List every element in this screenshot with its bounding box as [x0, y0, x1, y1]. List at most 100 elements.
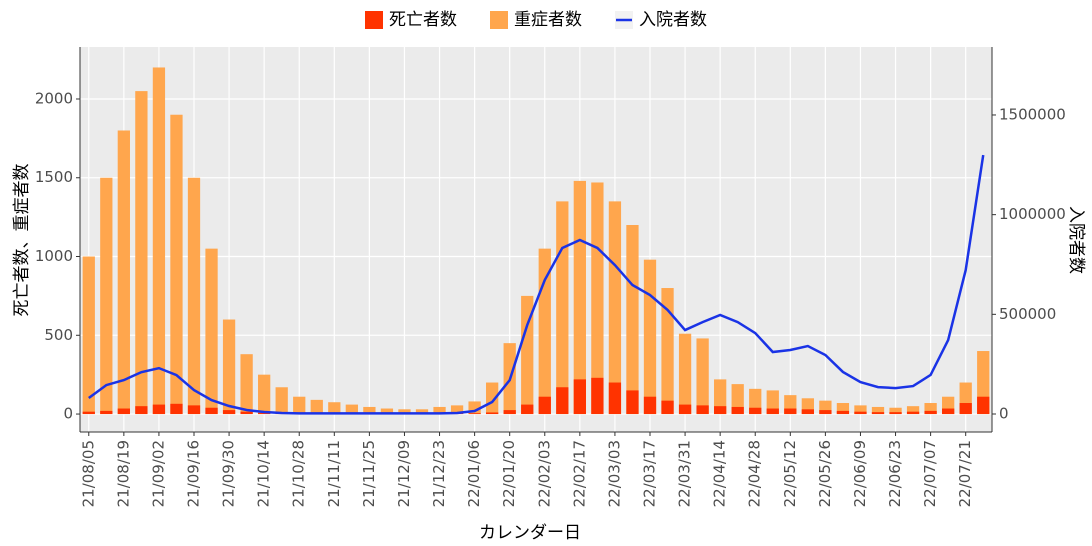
x-tick-label: 22/05/26 — [816, 440, 834, 507]
x-tick-label: 22/07/21 — [956, 440, 974, 507]
bar — [573, 180, 586, 415]
bar — [626, 225, 639, 415]
bar — [854, 405, 867, 415]
bar — [135, 406, 148, 415]
x-tick-label: 21/09/30 — [220, 440, 238, 507]
x-tick-label: 22/06/09 — [851, 440, 869, 507]
x-tick-label: 22/02/17 — [570, 440, 588, 507]
x-tick-label: 22/03/31 — [676, 440, 694, 507]
bar — [731, 384, 744, 415]
bar — [380, 408, 394, 415]
bar — [608, 382, 622, 415]
bar — [205, 248, 218, 415]
bar — [784, 408, 797, 415]
bar — [871, 412, 885, 415]
y-tick-label: 2000 — [35, 89, 73, 107]
x-tick-label: 22/04/14 — [711, 440, 729, 507]
bar — [959, 403, 972, 415]
bar — [924, 410, 937, 415]
bar — [240, 411, 253, 415]
bar — [766, 408, 779, 415]
y-tick-label: 1500 — [35, 168, 73, 186]
x-tick-label: 21/09/02 — [149, 440, 167, 507]
bar — [328, 402, 341, 415]
bar — [626, 390, 639, 415]
bar — [117, 408, 130, 415]
bar — [608, 201, 622, 415]
bar — [836, 403, 850, 415]
bar — [661, 288, 674, 415]
bar — [696, 338, 709, 415]
bar — [871, 406, 885, 415]
bar — [591, 182, 604, 415]
bar — [486, 412, 499, 415]
bar — [538, 396, 551, 415]
bar — [82, 411, 95, 415]
bar — [100, 410, 113, 415]
legend-label: 重症者数 — [514, 10, 582, 30]
x-tick-label: 21/10/28 — [290, 440, 308, 507]
bar — [889, 407, 902, 415]
legend-label: 入院者数 — [639, 10, 707, 30]
bar — [749, 407, 762, 415]
x-tick-label: 22/01/20 — [500, 440, 518, 507]
x-tick-label: 21/11/25 — [360, 440, 378, 507]
bar — [170, 403, 183, 415]
bar — [942, 408, 955, 415]
bar — [714, 406, 727, 415]
x-tick-label: 21/12/09 — [395, 440, 413, 507]
bar — [678, 404, 692, 415]
bar — [117, 130, 130, 415]
bar — [643, 259, 657, 415]
y2-tick-label: 1000000 — [999, 205, 1066, 223]
bar — [906, 411, 920, 415]
bar — [573, 379, 586, 415]
bar — [187, 177, 201, 415]
bar — [661, 400, 674, 415]
x-tick-label: 21/12/23 — [430, 440, 448, 507]
x-tick-label: 21/08/05 — [79, 440, 97, 507]
y-axis-title: 死亡者数、重症者数 — [12, 164, 32, 317]
legend-key — [365, 11, 383, 29]
x-tick-label: 21/09/16 — [185, 440, 203, 507]
bar — [854, 411, 867, 415]
x-tick-label: 22/04/28 — [746, 440, 764, 507]
bar — [398, 409, 411, 415]
x-tick-label: 22/05/12 — [781, 440, 799, 507]
x-tick-label: 22/07/07 — [921, 440, 939, 507]
x-tick-label: 22/06/23 — [886, 440, 904, 507]
y2-tick-label: 0 — [999, 404, 1009, 422]
x-tick-label: 22/03/17 — [641, 440, 659, 507]
x-tick-label: 22/02/03 — [535, 440, 553, 507]
bar — [556, 201, 569, 415]
bar — [433, 406, 446, 415]
bar — [363, 406, 376, 415]
bar — [486, 382, 499, 415]
bar — [889, 412, 902, 415]
bar — [468, 413, 481, 415]
bar — [924, 403, 937, 415]
bar — [696, 405, 709, 415]
bar — [345, 404, 358, 415]
bar — [152, 67, 166, 415]
bar — [135, 91, 148, 415]
bar — [170, 114, 183, 415]
bar — [100, 177, 113, 415]
bar — [819, 410, 832, 415]
bar — [310, 399, 323, 415]
bar — [152, 404, 166, 415]
y-tick-label: 0 — [63, 405, 73, 423]
x-tick-label: 21/10/14 — [255, 440, 273, 507]
bar — [205, 407, 218, 415]
legend-key — [490, 11, 508, 29]
bar — [643, 396, 657, 415]
bar — [222, 319, 236, 415]
bar — [240, 354, 253, 415]
bar — [521, 295, 534, 415]
x-tick-label: 21/11/11 — [325, 440, 343, 507]
bar — [222, 410, 236, 415]
bar — [258, 412, 271, 415]
bar — [714, 379, 727, 415]
bar — [591, 377, 604, 415]
